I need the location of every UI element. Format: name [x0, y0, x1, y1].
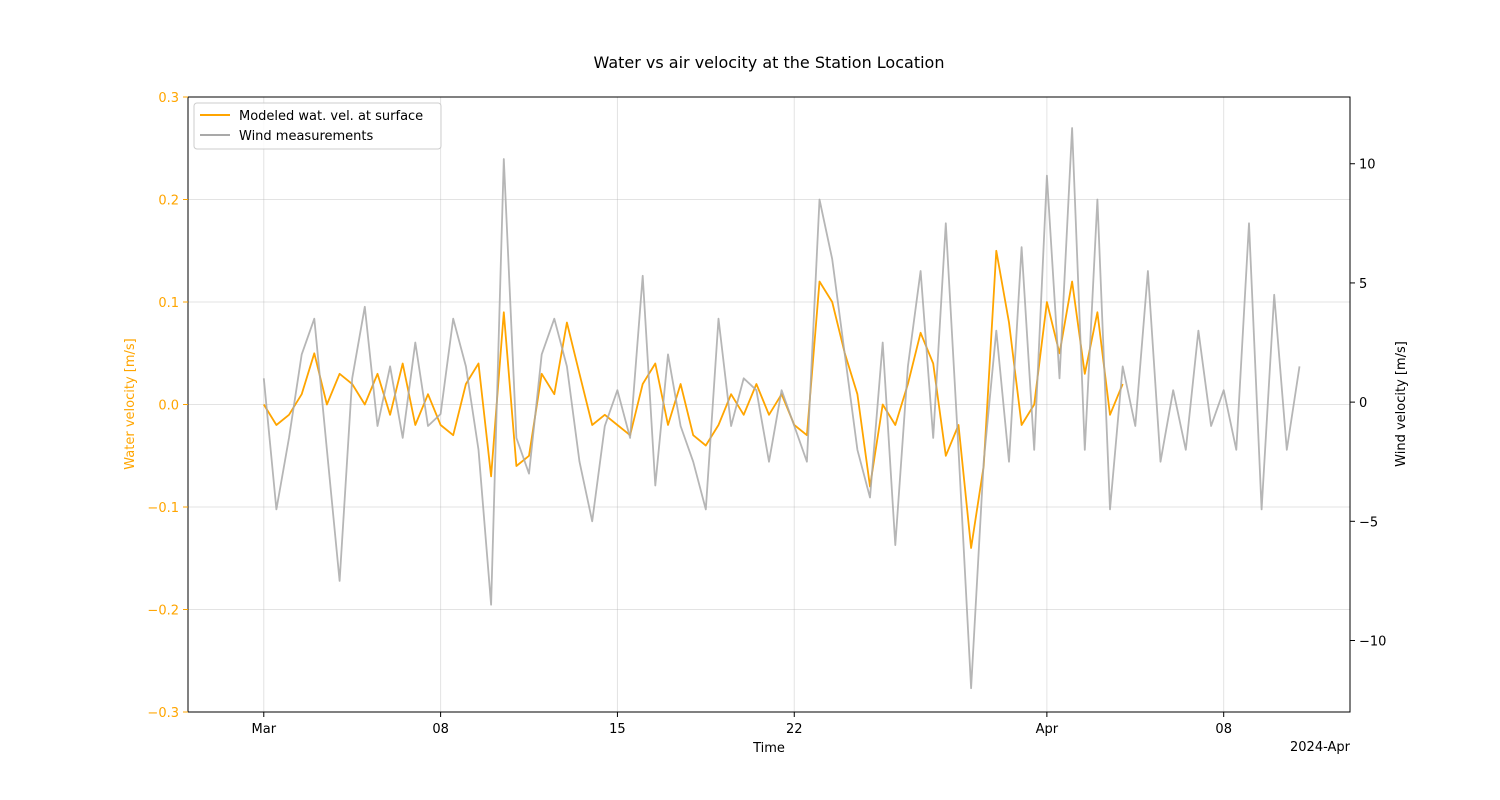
- legend-box: [193, 102, 442, 150]
- right-y-tick-label: 0: [1359, 396, 1367, 411]
- left-y-axis: −0.3 −0.2 −0.1 0.0 0.1 0.2 0.3: [147, 91, 188, 721]
- series-layer: [262, 127, 1301, 690]
- x-tick-label: 15: [609, 722, 626, 737]
- right-y-tick-label: 10: [1359, 158, 1376, 173]
- left-y-tick-label: 0.0: [158, 399, 179, 414]
- x-tick-label: Apr: [1036, 722, 1059, 737]
- legend-label-wind: Wind measurements: [239, 129, 373, 144]
- right-y-tick-label: 5: [1359, 277, 1367, 292]
- x-axis: Mar 08 15 22 Apr 08: [252, 712, 1232, 737]
- x-tick-label: 08: [432, 722, 449, 737]
- left-y-tick-label: 0.1: [158, 296, 179, 311]
- right-y-axis-label: Wind velocity [m/s]: [1394, 341, 1409, 467]
- chart-title: Water vs air velocity at the Station Loc…: [594, 53, 945, 72]
- right-y-axis: −10 −5 0 5 10: [1350, 158, 1386, 649]
- left-y-tick-label: −0.2: [147, 604, 179, 619]
- left-y-axis-label: Water velocity [m/s]: [123, 338, 138, 469]
- left-y-tick-label: −0.1: [147, 501, 179, 516]
- right-y-tick-label: −5: [1359, 515, 1378, 530]
- left-y-tick-label: 0.2: [158, 194, 179, 209]
- left-y-tick-label: 0.3: [158, 91, 179, 106]
- x-axis-offset-label: 2024-Apr: [1290, 740, 1351, 755]
- right-y-tick-label: −10: [1359, 634, 1386, 649]
- x-tick-label: 08: [1215, 722, 1232, 737]
- legend-label-water: Modeled wat. vel. at surface: [239, 109, 423, 124]
- legend: Modeled wat. vel. at surface Wind measur…: [193, 102, 442, 150]
- wind-velocity-line: [262, 127, 1301, 690]
- x-tick-label: Mar: [252, 722, 277, 737]
- water-velocity-line: [263, 249, 1124, 549]
- left-y-tick-label: −0.3: [147, 706, 179, 721]
- x-tick-label: 22: [786, 722, 803, 737]
- x-axis-label: Time: [752, 741, 785, 756]
